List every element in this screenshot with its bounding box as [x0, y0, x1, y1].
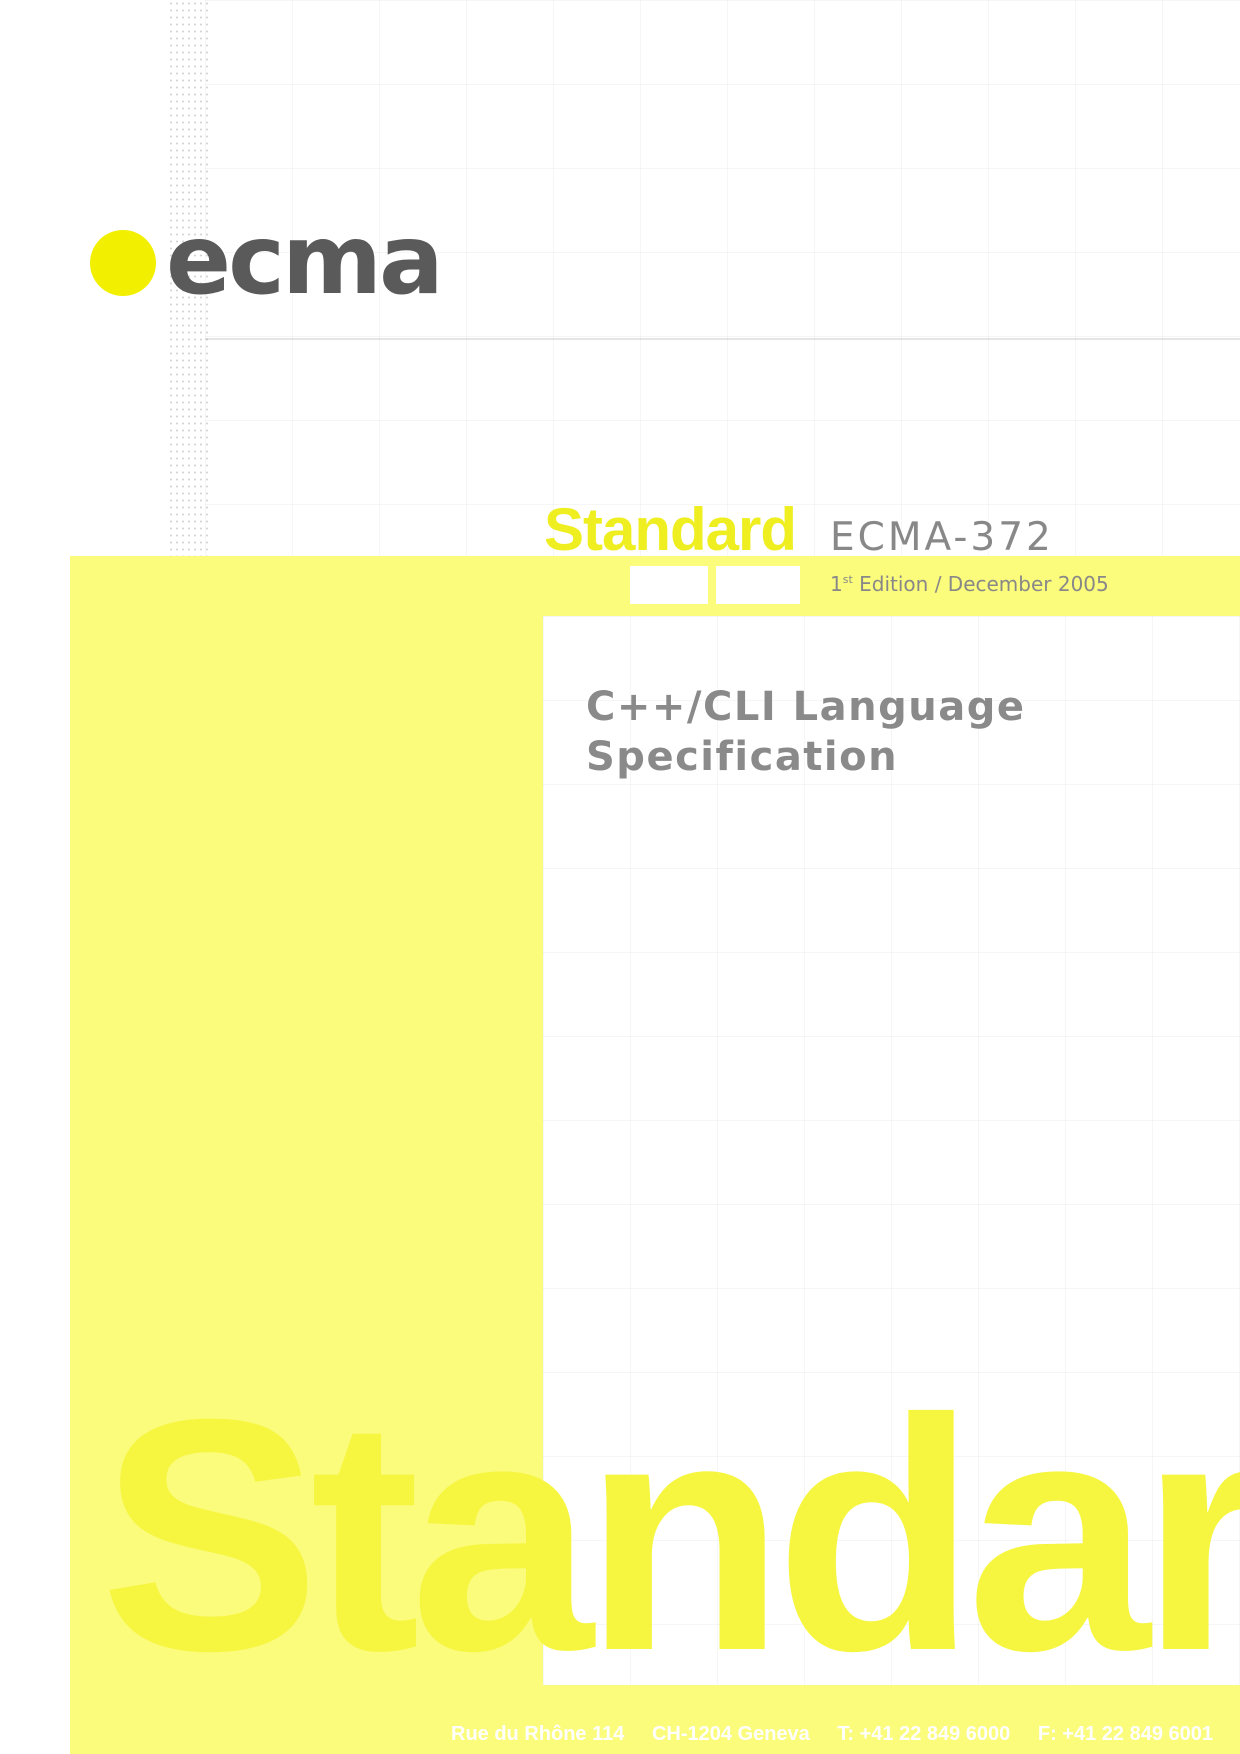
panel-grid — [543, 616, 1240, 1754]
document-title: C++/CLI Language Specification — [586, 682, 1226, 782]
footer-address: Rue du Rhône 114 — [451, 1723, 625, 1745]
edition-suffix: st — [842, 573, 853, 586]
document-number: ECMA-372 — [830, 515, 1054, 560]
header-tile — [716, 566, 800, 606]
standard-label: Standard — [544, 496, 797, 563]
edition-number: 1 — [830, 572, 843, 596]
footer-fax: F: +41 22 849 6001 — [1037, 1723, 1213, 1745]
title-line-1: C++/CLI Language — [586, 684, 1026, 730]
logo-text: ecma — [166, 204, 444, 316]
header-rule — [205, 338, 1240, 340]
footer-city: CH-1204 Geneva — [651, 1723, 810, 1745]
white-panel — [543, 616, 1240, 1754]
footer-phone: T: +41 22 849 6000 — [837, 1723, 1011, 1745]
edition-date: Edition / December 2005 — [852, 572, 1109, 596]
header-tile — [630, 566, 708, 606]
logo-dot-icon — [90, 230, 156, 296]
heading-underline — [543, 604, 1240, 610]
contact-footer: Rue du Rhône 114 CH-1204 Geneva T: +41 2… — [451, 1724, 1235, 1744]
edition-line: 1st Edition / December 2005 — [830, 574, 1109, 594]
header-tile — [808, 566, 822, 606]
watermark-standard: Standard — [100, 1350, 1240, 1719]
title-line-2: Specification — [586, 734, 899, 780]
footer-strip — [70, 1685, 1240, 1754]
